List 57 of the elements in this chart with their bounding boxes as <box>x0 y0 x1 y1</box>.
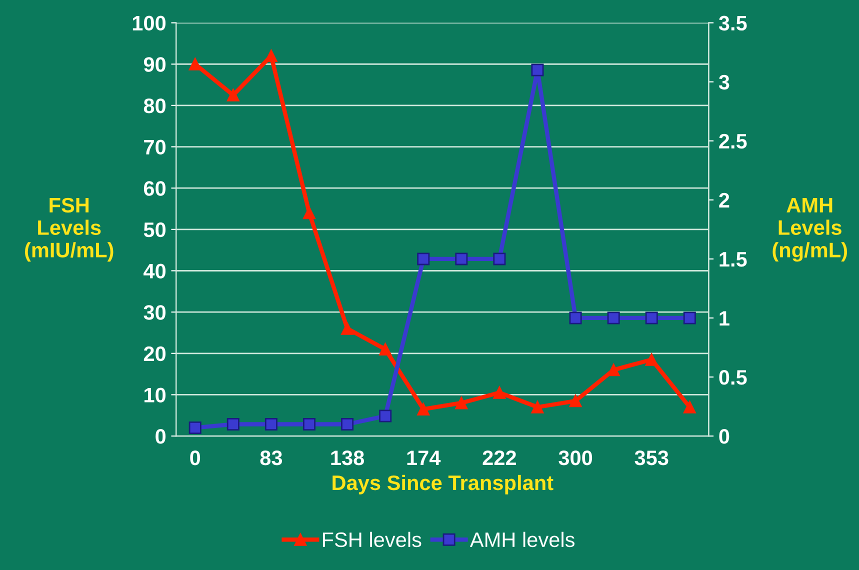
y2-tick-label: 2 <box>719 192 730 208</box>
x-tick-label: 300 <box>558 450 592 466</box>
x-tick-label: 222 <box>482 450 516 466</box>
point <box>569 394 582 408</box>
y2-tick-label: 3.5 <box>718 16 747 31</box>
point <box>607 312 620 324</box>
point <box>455 252 468 266</box>
point <box>302 206 316 220</box>
point <box>226 418 240 430</box>
x-tick-label: 138 <box>331 450 364 466</box>
point <box>226 88 240 102</box>
y-tick-label: 10 <box>144 388 166 402</box>
point <box>341 418 354 430</box>
y2-tick-label: 1 <box>720 311 730 326</box>
y-tick-label: 100 <box>132 16 166 31</box>
point <box>683 400 696 414</box>
x-axis-title: Days Since Transplant <box>332 474 554 494</box>
point <box>417 402 430 416</box>
point <box>531 400 544 414</box>
y-tick-label: 90 <box>144 57 166 72</box>
point <box>493 386 506 399</box>
point <box>188 422 202 434</box>
x-tick-label: 353 <box>634 450 668 466</box>
y-tick-label: 20 <box>144 346 166 362</box>
point <box>341 322 354 335</box>
y-tick-label: 50 <box>144 222 166 238</box>
y2-tick-label: 3 <box>718 74 730 90</box>
y-tick-label: 0 <box>156 429 166 444</box>
y-tick-label: 60 <box>144 181 166 196</box>
point <box>531 64 544 76</box>
point <box>379 343 392 356</box>
y-axis-title: FSH Levels (mIU/mL) <box>25 198 114 262</box>
x-tick-label: 0 <box>190 450 200 466</box>
x-tick-label: 174 <box>407 450 441 466</box>
y2-tick-label: 0.5 <box>719 370 747 385</box>
y-tick-label: 40 <box>144 264 166 279</box>
y-tick-label: 70 <box>144 140 166 155</box>
point <box>188 58 202 70</box>
point <box>455 396 468 410</box>
y-tick-label: 80 <box>144 98 166 114</box>
y2-tick-label: 0 <box>719 429 730 444</box>
point <box>645 312 658 324</box>
point <box>417 252 430 266</box>
y-tick-label: 30 <box>144 305 166 320</box>
y2-axis-title: AMH Levels (ng/mL) <box>772 198 848 262</box>
legend-label: AMH levels <box>470 532 574 548</box>
legend-label: FSH levels <box>322 532 422 548</box>
point <box>569 312 582 324</box>
point <box>302 418 316 430</box>
y2-tick-label: 2.5 <box>719 134 747 149</box>
point <box>645 353 658 366</box>
x-tick-label: 83 <box>260 450 282 466</box>
point <box>493 252 506 266</box>
point <box>683 312 696 324</box>
point <box>264 418 278 430</box>
point <box>379 410 392 422</box>
y2-tick-label: 1.5 <box>720 252 747 267</box>
